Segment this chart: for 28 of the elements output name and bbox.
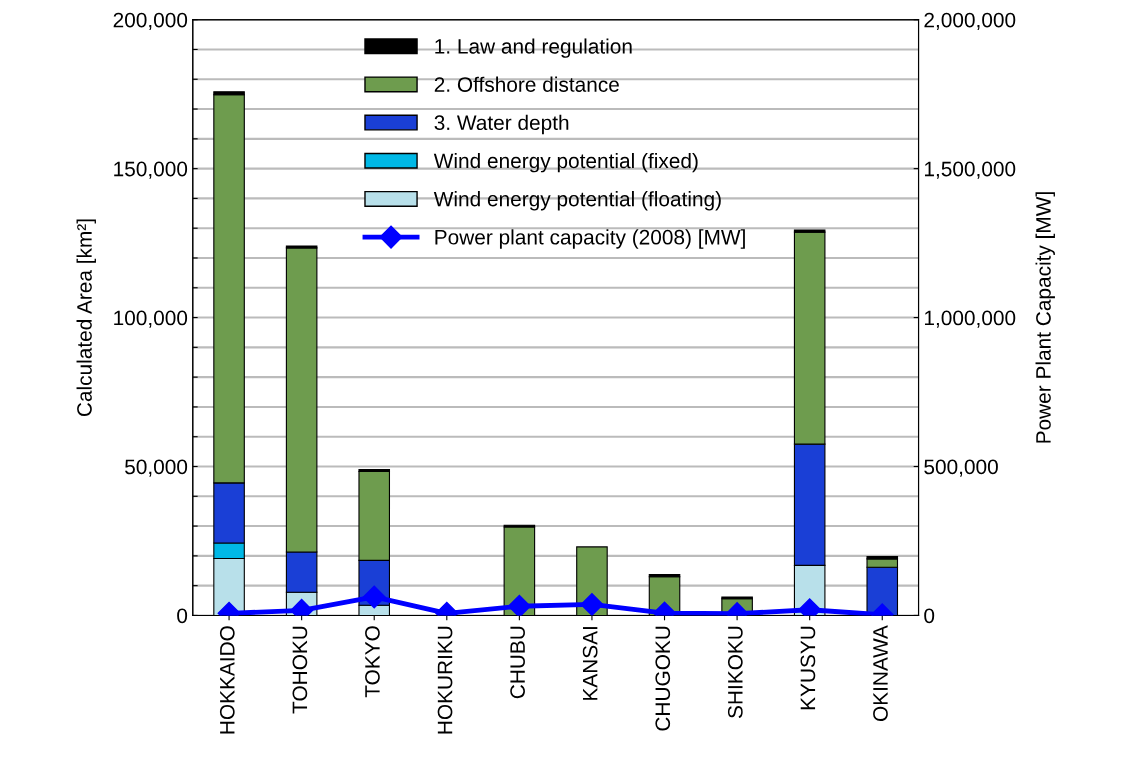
legend-label: 2. Offshore distance: [434, 76, 619, 92]
legend-label: Wind energy potential (floating): [433, 191, 721, 211]
y2-axis-title: Power Plant Capacity [MW]: [1035, 192, 1055, 443]
legend-label: Wind energy potential (fixed): [433, 152, 698, 173]
y-tick-label: 200,000: [113, 12, 188, 30]
y-axis-title: Calculated Area [km²]: [76, 219, 96, 417]
x-tick-label: CHUBU: [510, 626, 525, 699]
y2-tick-label: 1,000,000: [924, 310, 1016, 328]
y-tick-label: 100,000: [114, 310, 188, 328]
x-tick-label: SHIKOKU: [727, 626, 743, 718]
x-tick-label: TOKYO: [365, 626, 380, 698]
x-tick-label: HOKURIKU: [437, 626, 453, 734]
y2-tick-label: 0: [924, 608, 935, 624]
y2-tick-label: 500,000: [924, 459, 998, 477]
x-tick-label: TOHOKU: [292, 626, 308, 714]
y-tick-label: 150,000: [114, 161, 188, 179]
legend-label: 3. Water depth: [434, 114, 569, 135]
x-tick-label: OKINAWA: [873, 625, 888, 722]
legend-label: Power plant capacity (2008) [MW]: [435, 229, 745, 249]
x-tick-label: KANSAI: [582, 627, 598, 700]
y2-tick-label: 2,000,000: [924, 12, 1016, 30]
x-tick-label: KYUSYU: [800, 626, 816, 710]
y2-tick-label: 1,500,000: [924, 161, 1016, 179]
legend-label: 1. Law and regulation: [435, 38, 632, 58]
y-tick-label: 0: [177, 608, 188, 624]
y-tick-label: 50,000: [125, 459, 188, 477]
x-tick-label: HOKKAIDO: [219, 626, 235, 734]
x-tick-label: CHUGOKU: [655, 626, 671, 731]
